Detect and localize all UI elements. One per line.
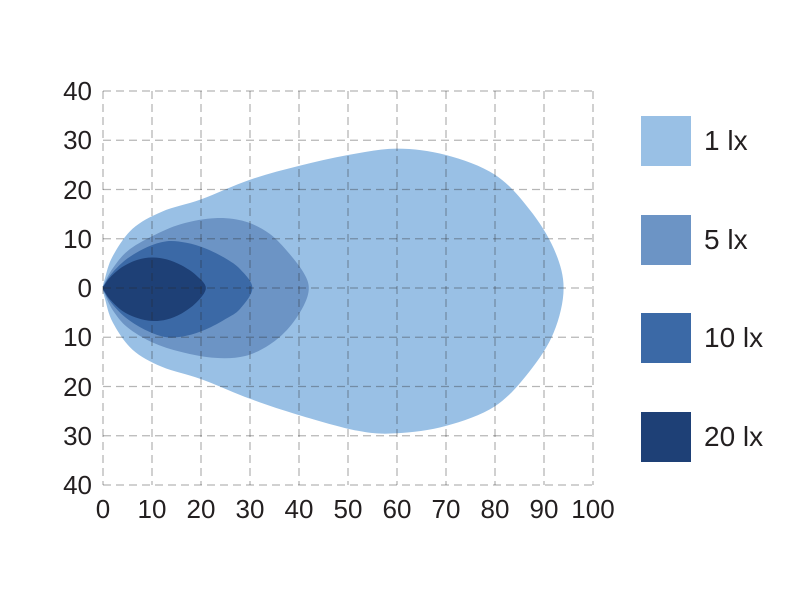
y-tick-label: 40 [63, 470, 92, 500]
x-tick-label: 0 [95, 494, 111, 524]
legend-label: 5 lx [704, 224, 748, 255]
legend-item-20-lx: 20 lx [641, 412, 763, 462]
contour-20-lx [103, 257, 206, 322]
y-tick-label: 30 [63, 420, 92, 451]
x-tick-label: 30 [235, 494, 265, 524]
legend-label: 1 lx [704, 125, 748, 156]
y-tick-label: 0 [77, 273, 92, 303]
x-tick-label: 20 [186, 494, 216, 524]
y-tick-label: 20 [63, 371, 92, 402]
legend-swatch [641, 215, 691, 265]
grid-lines [102, 90, 594, 486]
legend-item-10-lx: 10 lx [641, 313, 763, 363]
legend-label: 20 lx [704, 421, 764, 452]
y-tick-label: 30 [63, 125, 92, 156]
x-tick-label: 10 [137, 494, 167, 524]
legend-item-5-lx: 5 lx [641, 215, 748, 265]
x-tick-label: 40 [284, 494, 314, 524]
legend-swatch [641, 412, 691, 462]
y-tick-label: 40 [63, 76, 92, 106]
x-tick-label: 60 [382, 494, 412, 524]
legend: 1 lx 5 lx 10 lx 20 lx [641, 0, 800, 600]
x-tick-label: 90 [529, 494, 559, 524]
x-tick-label: 80 [480, 494, 510, 524]
x-tick-label: 70 [431, 494, 461, 524]
legend-item-1-lx: 1 lx [641, 116, 748, 166]
legend-swatch [641, 313, 691, 363]
x-tick-label: 50 [333, 494, 363, 524]
legend-swatch [641, 116, 691, 166]
legend-label: 10 lx [704, 322, 764, 353]
y-tick-label: 10 [63, 322, 92, 353]
y-tick-label: 20 [63, 174, 92, 205]
x-tick-label: 100 [571, 494, 615, 524]
y-tick-label: 10 [63, 223, 92, 254]
